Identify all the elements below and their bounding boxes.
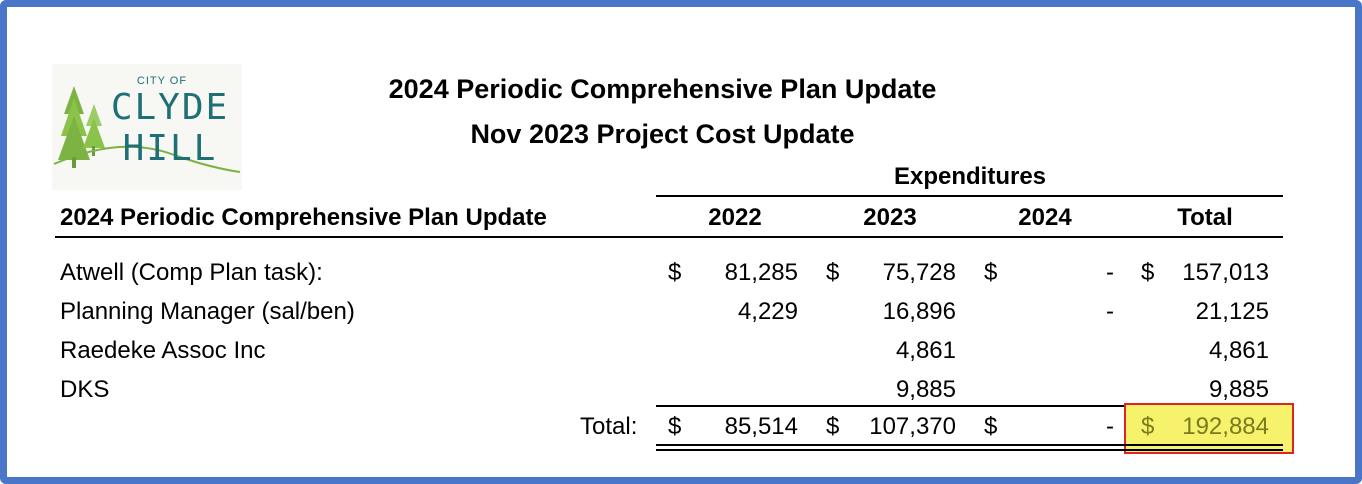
cell-value: 16,896: [882, 298, 956, 325]
city-logo: CITY OF CLYDE HILL: [52, 64, 242, 190]
group-header-expenditures: Expenditures: [893, 163, 1047, 190]
dollar-sign: $: [984, 413, 998, 440]
column-header-2023: 2023: [863, 204, 917, 231]
dollar-sign: $: [826, 413, 840, 440]
header-rule: [55, 236, 1283, 238]
dollar-sign: $: [984, 259, 998, 286]
cell-value: 157,013: [1182, 259, 1269, 286]
dollar-sign: $: [668, 259, 682, 286]
svg-text:CLYDE: CLYDE: [111, 87, 229, 128]
cell-value: 81,285: [724, 259, 798, 286]
row-header: 2024 Periodic Comprehensive Plan Update: [60, 204, 547, 231]
cell-value: 9,885: [895, 376, 956, 403]
dollar-sign: $: [1141, 259, 1155, 286]
cell-value: 21,125: [1195, 298, 1269, 325]
total-top-rule: [656, 405, 1283, 407]
cell-value: 4,861: [895, 337, 956, 364]
total-value-2023: 107,370: [869, 413, 956, 440]
title-line-1: 2024 Periodic Comprehensive Plan Update: [388, 74, 937, 104]
row-label-planning-manager: Planning Manager (sal/ben): [60, 298, 355, 325]
total-label: Total:: [580, 413, 638, 440]
cell-value: 75,728: [882, 259, 956, 286]
dollar-sign: $: [668, 413, 682, 440]
column-header-2022: 2022: [708, 204, 762, 231]
dollar-sign: $: [1141, 413, 1155, 440]
title-line-2: Nov 2023 Project Cost Update: [470, 119, 855, 149]
svg-text:HILL: HILL: [123, 128, 218, 169]
dollar-sign: $: [826, 259, 840, 286]
grand-total-value: 192,884: [1182, 413, 1269, 440]
total-value-2022: 85,514: [724, 413, 798, 440]
total-double-rule-2: [656, 449, 1283, 451]
cell-value: 4,229: [737, 298, 798, 325]
column-header-2024: 2024: [1018, 204, 1072, 231]
cell-value: -: [1106, 298, 1114, 325]
row-label-dks: DKS: [60, 376, 110, 403]
row-label-raedeke: Raedeke Assoc Inc: [60, 337, 266, 364]
total-double-rule-1: [656, 444, 1283, 446]
row-label-atwell: Atwell (Comp Plan task):: [60, 259, 323, 286]
total-value-2024: -: [1106, 413, 1114, 440]
cell-value: 4,861: [1208, 337, 1269, 364]
svg-text:CITY OF: CITY OF: [137, 75, 187, 87]
cell-value: 9,885: [1208, 376, 1269, 403]
column-header-total: Total: [1177, 204, 1233, 231]
group-header-rule: [656, 195, 1283, 197]
cell-value: -: [1106, 259, 1114, 286]
